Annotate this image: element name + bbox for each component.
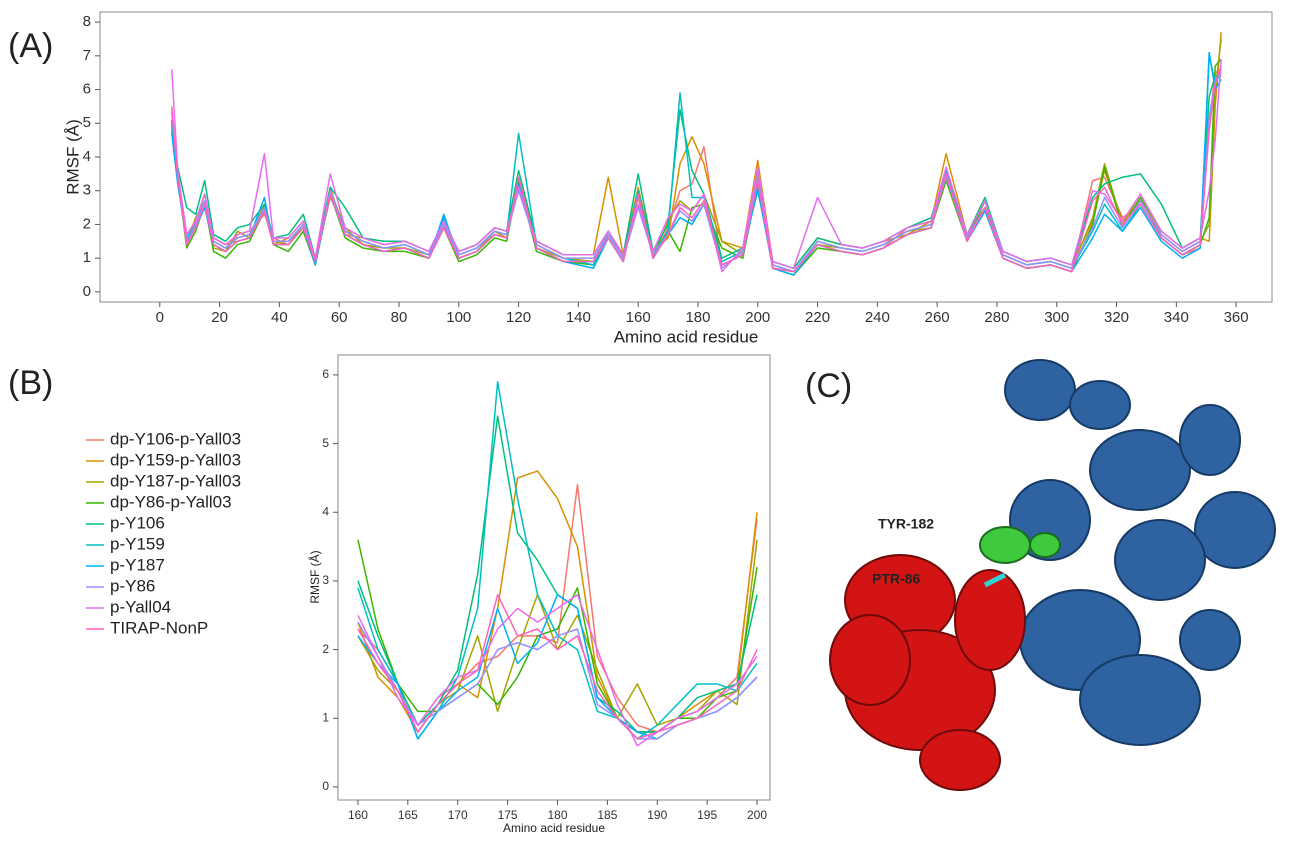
residue-label: PTR-86 — [872, 571, 920, 587]
x-tick-label: 200 — [745, 309, 770, 326]
panel-label: (A) — [8, 27, 53, 65]
y-tick-label: 2 — [322, 642, 329, 656]
x-tick-label: 140 — [566, 309, 591, 326]
legend-label: p-Y106 — [110, 513, 165, 532]
plot-frame — [100, 12, 1272, 302]
x-tick-label: 180 — [547, 808, 567, 822]
x-tick-label: 165 — [398, 808, 418, 822]
x-tick-label: 160 — [348, 808, 368, 822]
legend-label: dp-Y159-p-Yall03 — [110, 450, 241, 469]
y-tick-label: 6 — [83, 81, 91, 98]
y-axis-title: RMSF (Å) — [63, 119, 82, 195]
x-tick-label: 360 — [1224, 309, 1249, 326]
legend-label: p-Y86 — [110, 576, 155, 595]
y-tick-label: 2 — [83, 215, 91, 232]
y-tick-label: 1 — [322, 710, 329, 724]
x-tick-label: 170 — [448, 808, 468, 822]
y-tick-label: 1 — [83, 249, 91, 266]
y-tick-label: 0 — [322, 779, 329, 793]
x-tick-label: 40 — [271, 309, 288, 326]
panel-label: (B) — [8, 364, 53, 402]
y-tick-label: 6 — [322, 367, 329, 381]
y-tick-label: 5 — [83, 114, 91, 131]
legend-label: p-Yall04 — [110, 597, 171, 616]
x-axis-title: Amino acid residue — [614, 327, 759, 346]
y-tick-label: 0 — [83, 283, 91, 300]
x-tick-label: 120 — [506, 309, 531, 326]
x-tick-label: 240 — [865, 309, 890, 326]
plot-frame — [338, 355, 770, 800]
x-tick-label: 200 — [747, 808, 767, 822]
x-axis-title: Amino acid residue — [503, 821, 605, 835]
x-tick-label: 340 — [1164, 309, 1189, 326]
x-tick-label: 0 — [156, 309, 164, 326]
legend-label: dp-Y106-p-Yall03 — [110, 429, 241, 448]
y-axis-title: RMSF (Å) — [307, 550, 322, 603]
y-tick-label: 5 — [322, 436, 329, 450]
x-tick-label: 320 — [1104, 309, 1129, 326]
legend-label: dp-Y86-p-Yall03 — [110, 492, 232, 511]
y-tick-label: 3 — [322, 573, 329, 587]
legend-label: TIRAP-NonP — [110, 618, 208, 637]
x-tick-label: 280 — [984, 309, 1009, 326]
legend-label: p-Y187 — [110, 555, 165, 574]
x-tick-label: 260 — [925, 309, 950, 326]
x-tick-label: 80 — [391, 309, 408, 326]
x-tick-label: 195 — [697, 808, 717, 822]
x-tick-label: 175 — [498, 808, 518, 822]
x-tick-label: 300 — [1044, 309, 1069, 326]
y-tick-label: 7 — [83, 47, 91, 64]
figure: (A) (B) (C) TYR-182 PTR-86 0 1 2 3 4 — [0, 0, 1289, 836]
x-tick-label: 180 — [685, 309, 710, 326]
residue-label: TYR-182 — [878, 516, 934, 532]
x-tick-label: 220 — [805, 309, 830, 326]
x-tick-label: 60 — [331, 309, 348, 326]
legend-label: dp-Y187-p-Yall03 — [110, 471, 241, 490]
y-tick-label: 8 — [83, 13, 91, 30]
legend-label: p-Y159 — [110, 534, 165, 553]
x-tick-label: 100 — [446, 309, 471, 326]
y-tick-label: 3 — [83, 182, 91, 199]
x-tick-label: 160 — [626, 309, 651, 326]
x-tick-label: 185 — [597, 808, 617, 822]
panel-label: (C) — [805, 367, 852, 405]
x-tick-label: 20 — [211, 309, 228, 326]
x-tick-label: 190 — [647, 808, 667, 822]
y-tick-label: 4 — [83, 148, 91, 165]
y-tick-label: 4 — [322, 504, 329, 518]
